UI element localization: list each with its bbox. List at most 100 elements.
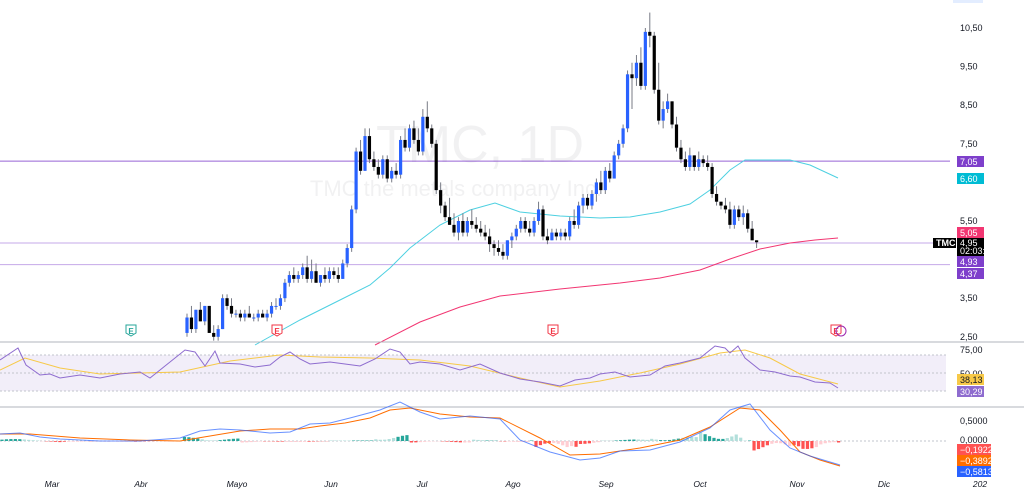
candle (470, 221, 474, 225)
candle (577, 205, 581, 225)
rsi-ma-tag (957, 374, 984, 385)
earnings-marker[interactable]: E (547, 324, 559, 337)
candle (443, 205, 447, 218)
price-tag: 4,93 (960, 257, 978, 267)
time-axis-label: Ago (504, 479, 520, 489)
candle (203, 305, 207, 322)
watermark-symbol: TMC, 1D (376, 116, 584, 174)
candle (314, 271, 318, 283)
rsi-line (0, 345, 839, 389)
candle (674, 124, 679, 148)
time-axis-label: Abr (133, 479, 148, 489)
candle (590, 193, 594, 206)
candle (585, 197, 590, 206)
rsi-axis-tick: 75,00 (960, 345, 983, 355)
candle (212, 332, 216, 337)
candle (523, 221, 527, 229)
candle (296, 275, 300, 279)
price-axis-tick: 7,50 (960, 139, 978, 149)
candle (247, 313, 251, 318)
time-axis-label: Jul (416, 479, 429, 489)
svg-text:E: E (550, 327, 556, 336)
candle (679, 147, 683, 160)
candle (287, 275, 291, 283)
candle (416, 139, 420, 152)
candle (425, 116, 429, 129)
earnings-marker[interactable]: E (271, 324, 283, 337)
candle (501, 251, 505, 256)
candle (341, 263, 345, 279)
price-axis-tick: 5,50 (960, 216, 978, 226)
candle (581, 197, 585, 206)
candle (412, 128, 416, 140)
candle (670, 101, 674, 125)
candle (648, 31, 652, 36)
time-axis-label: Mar (45, 479, 61, 489)
macd-axis-tick: 0,5000 (960, 416, 988, 426)
candle (714, 193, 719, 202)
candle (639, 62, 643, 86)
candle (594, 182, 598, 194)
event-marker[interactable] (835, 325, 847, 337)
candle (318, 275, 323, 283)
last-price: 4,95 (960, 238, 978, 248)
macd-axis-tick: 0,0000 (960, 435, 988, 445)
candle (198, 309, 202, 322)
candle (514, 228, 518, 237)
candle (381, 159, 385, 175)
candle (536, 209, 541, 221)
candle (390, 170, 394, 179)
candle (554, 232, 558, 237)
earnings-marker[interactable]: E (125, 324, 137, 337)
price-tag: 6,60 (960, 174, 978, 184)
price-axis[interactable]: 10,50 9,50 8,50 7,50 5,50 3,50 2,50 (960, 23, 983, 342)
candle (301, 267, 305, 276)
candle (625, 74, 630, 129)
rsi-tag (957, 386, 984, 397)
time-axis-label: Sep (598, 479, 613, 489)
candle (394, 170, 398, 175)
candle (528, 228, 532, 233)
candle (559, 232, 563, 237)
candle (750, 228, 754, 241)
candle (452, 224, 456, 233)
candle (732, 209, 736, 225)
macd-signal-value: −0,3892 (960, 456, 993, 466)
candle (430, 128, 434, 144)
candle (657, 89, 661, 121)
candle (488, 236, 492, 245)
candle (332, 271, 336, 276)
candle (496, 248, 501, 252)
candle (755, 240, 759, 243)
candle (354, 151, 358, 210)
candle (434, 143, 438, 191)
price-axis-tick: 8,50 (960, 100, 978, 110)
time-axis[interactable]: Mar Abr Mayo Jun Jul Ago Sep Oct Nov Dic 202 (45, 479, 988, 489)
candle (261, 313, 265, 318)
top-scale-tab[interactable] (953, 0, 983, 3)
candle (510, 236, 514, 241)
macd-hist-value: −0,1922 (960, 445, 993, 455)
candle (483, 232, 487, 237)
candle (519, 221, 523, 229)
candle (185, 317, 189, 333)
candle (532, 221, 536, 233)
candle (692, 155, 696, 167)
candle (207, 305, 211, 333)
price-axis-tick: 3,50 (960, 293, 978, 303)
candlestick-series (185, 12, 759, 341)
candle (265, 313, 269, 318)
candle (216, 329, 220, 337)
price-tag: 5,05 (960, 228, 978, 238)
candle (479, 228, 483, 233)
candle (327, 271, 331, 279)
bar-countdown: 02:03:15 (960, 246, 995, 256)
watermark-company: TMC the metals company Inc. (310, 176, 602, 201)
candle (550, 232, 554, 241)
time-axis-label: Mayo (227, 479, 248, 489)
candle (701, 159, 705, 164)
candle (221, 298, 225, 330)
candle (189, 317, 194, 330)
